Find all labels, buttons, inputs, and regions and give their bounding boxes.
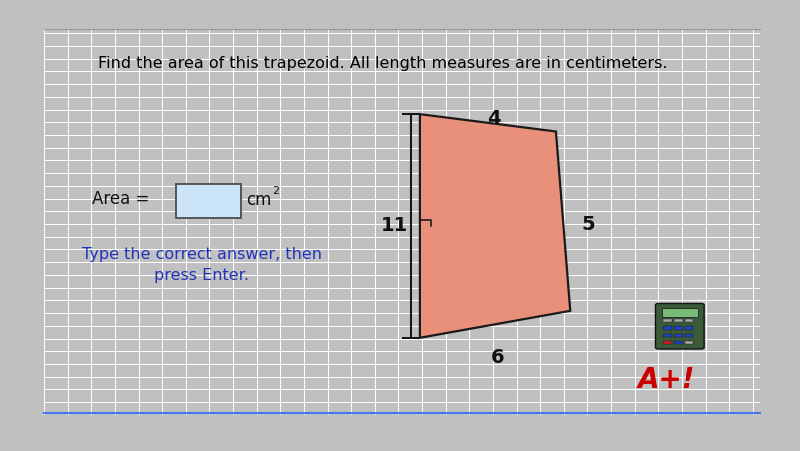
Text: 11: 11: [382, 216, 409, 235]
Text: Area =: Area =: [92, 190, 155, 208]
Text: 2: 2: [272, 186, 279, 196]
FancyBboxPatch shape: [685, 341, 694, 345]
Text: 6: 6: [490, 348, 504, 367]
FancyBboxPatch shape: [663, 326, 672, 330]
FancyBboxPatch shape: [685, 334, 694, 337]
FancyBboxPatch shape: [663, 341, 672, 345]
FancyBboxPatch shape: [685, 326, 694, 330]
Text: 4: 4: [487, 109, 501, 128]
Polygon shape: [420, 114, 570, 338]
FancyBboxPatch shape: [674, 341, 682, 345]
Text: cm: cm: [246, 191, 271, 209]
Text: Type the correct answer, then
press Enter.: Type the correct answer, then press Ente…: [82, 247, 322, 283]
Text: A+!: A+!: [638, 366, 696, 394]
FancyBboxPatch shape: [663, 334, 672, 337]
FancyBboxPatch shape: [177, 184, 241, 218]
FancyBboxPatch shape: [674, 334, 682, 337]
FancyBboxPatch shape: [674, 326, 682, 330]
Text: Find the area of this trapezoid. All length measures are in centimeters.: Find the area of this trapezoid. All len…: [98, 56, 667, 71]
Text: 5: 5: [582, 215, 595, 234]
FancyBboxPatch shape: [662, 308, 698, 317]
FancyBboxPatch shape: [685, 319, 694, 322]
FancyBboxPatch shape: [674, 319, 682, 322]
FancyBboxPatch shape: [655, 304, 704, 349]
FancyBboxPatch shape: [663, 319, 672, 322]
